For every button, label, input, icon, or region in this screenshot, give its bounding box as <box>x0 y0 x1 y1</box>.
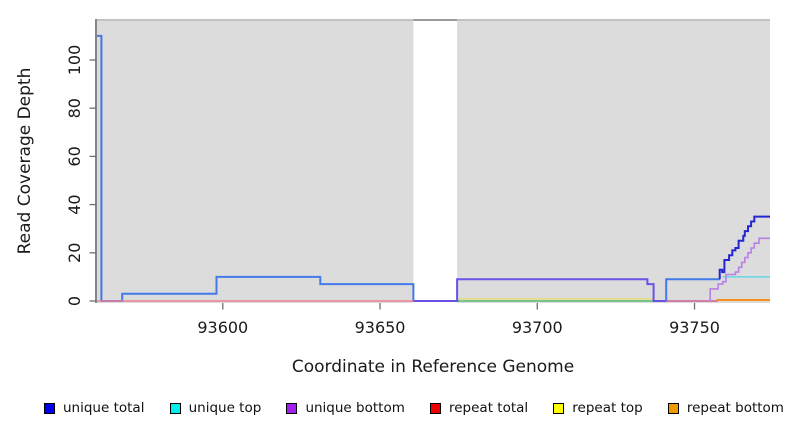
legend-label: unique top <box>188 400 262 416</box>
y-axis-title: Read Coverage Depth <box>15 68 35 255</box>
legend-item: repeat bottom <box>667 400 784 416</box>
y-tick-label: 20 <box>65 243 84 263</box>
x-axis-title: Coordinate in Reference Genome <box>292 357 574 377</box>
legend-item: repeat top <box>553 400 643 416</box>
legend-swatch-icon <box>553 402 565 414</box>
series-unique-bottom-staircase <box>709 237 770 301</box>
series-unique-total-staircase <box>718 215 770 280</box>
x-tick-label: 93650 <box>355 318 406 337</box>
series-unique-bottom-mid <box>413 278 667 302</box>
y-tick-label: 100 <box>65 45 84 76</box>
legend-swatch-icon <box>286 402 298 414</box>
masked-region <box>413 21 458 303</box>
legend-label: repeat top <box>572 400 643 416</box>
legend-item: unique bottom <box>286 400 405 416</box>
legend-swatch-icon <box>44 402 55 414</box>
legend-swatch-icon <box>667 402 679 414</box>
legend-item: unique top <box>169 400 262 416</box>
y-tick-label: 40 <box>65 194 84 214</box>
y-tick-label: 0 <box>65 296 84 306</box>
series-unique-total-right-flat <box>665 278 720 301</box>
legend-label: repeat bottom <box>686 400 784 416</box>
y-tick-label: 80 <box>65 98 84 118</box>
legend-label: unique total <box>63 400 145 416</box>
x-tick-label: 93750 <box>669 318 720 337</box>
legend: unique total unique top unique bottom repea… <box>44 397 784 419</box>
legend-swatch-icon <box>169 402 181 414</box>
y-tick-label: 60 <box>65 146 84 166</box>
series-unique-total-left <box>97 34 459 302</box>
legend-label: unique bottom <box>305 400 405 416</box>
legend-item: repeat total <box>429 400 529 416</box>
x-tick-label: 93700 <box>512 318 563 337</box>
legend-item: unique total <box>44 400 144 416</box>
legend-swatch-icon <box>429 402 441 414</box>
legend-label: repeat total <box>448 400 529 416</box>
x-tick-label: 93600 <box>197 318 248 337</box>
